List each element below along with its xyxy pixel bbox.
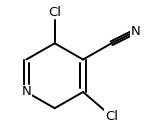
Text: N: N [131, 25, 141, 38]
Text: N: N [21, 85, 31, 99]
Text: Cl: Cl [48, 6, 61, 19]
Text: Cl: Cl [105, 110, 118, 123]
